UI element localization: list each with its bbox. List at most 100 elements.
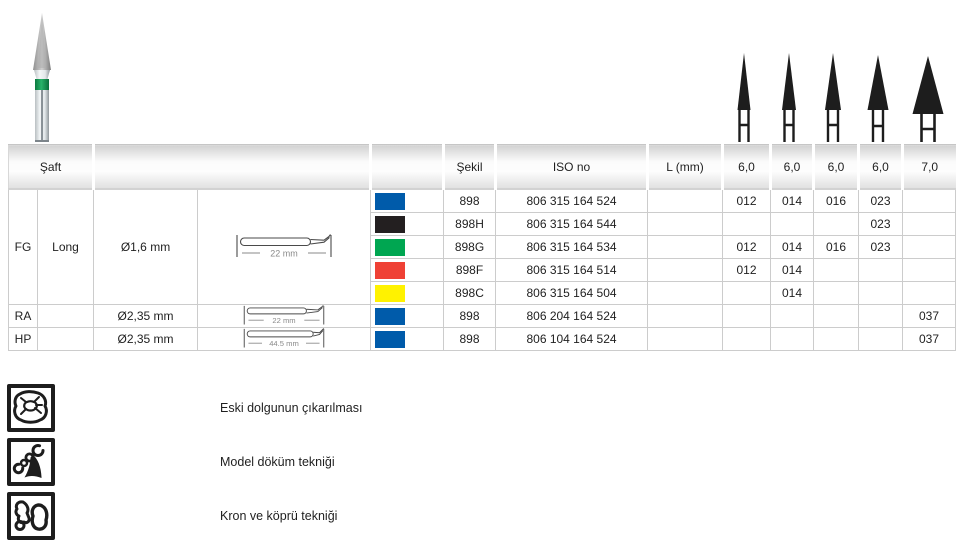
size-cell bbox=[902, 235, 957, 259]
color-swatch bbox=[375, 238, 406, 256]
size-cell bbox=[770, 304, 815, 328]
diameter-cell: Ø2,35 mm bbox=[93, 327, 199, 351]
application-label: Kron ve köprü tekniği bbox=[220, 509, 338, 523]
shape-cell: 898H bbox=[443, 212, 497, 236]
color-swatch bbox=[375, 284, 406, 302]
bur-silhouette bbox=[912, 56, 944, 142]
shank-cell: HP bbox=[8, 327, 38, 351]
size-cell: 023 bbox=[858, 235, 904, 259]
color-cell bbox=[370, 188, 445, 213]
size-cell: 023 bbox=[858, 188, 904, 213]
color-swatch bbox=[375, 330, 406, 348]
iso-cell: 806 315 164 534 bbox=[495, 235, 649, 259]
header-iso: ISO no bbox=[494, 144, 648, 190]
shape-cell: 898F bbox=[443, 258, 497, 282]
color-cell bbox=[370, 304, 445, 328]
crown-bridge-icon bbox=[7, 492, 55, 540]
size-cell: 016 bbox=[813, 188, 860, 213]
size-cell bbox=[722, 304, 772, 328]
l-cell bbox=[647, 188, 724, 213]
size-cell: 037 bbox=[902, 327, 957, 351]
application-item: Eski dolgunun çıkarılması bbox=[7, 384, 567, 432]
size-cell: 014 bbox=[770, 188, 815, 213]
bur-photo-graphic bbox=[33, 13, 51, 142]
color-cell bbox=[370, 281, 445, 305]
color-cell bbox=[370, 235, 445, 259]
diameter-cell: Ø2,35 mm bbox=[93, 304, 199, 328]
shape-cell: 898C bbox=[443, 281, 497, 305]
size-cell bbox=[902, 212, 957, 236]
svg-text:22 mm: 22 mm bbox=[270, 249, 298, 259]
size-cell: 012 bbox=[722, 258, 772, 282]
product-spec-table: Şaft Şekil ISO no L (mm) 6,0 6,0 6,0 6,0… bbox=[7, 144, 957, 351]
size-cell: 014 bbox=[770, 235, 815, 259]
size-cell: 014 bbox=[770, 281, 815, 305]
size-cell bbox=[858, 281, 904, 305]
diameter-cell: Ø1,6 mm bbox=[93, 188, 199, 305]
svg-text:44.5 mm: 44.5 mm bbox=[269, 339, 299, 348]
table-row: HP Ø2,35 mm 44.5 mm 898 806 104 16 bbox=[8, 327, 957, 351]
header-color bbox=[369, 144, 444, 190]
shape-cell: 898 bbox=[443, 304, 497, 328]
table-row: 898C 806 315 164 504 014 bbox=[9, 281, 957, 305]
shaft-drawing-cell: 22 mm bbox=[197, 188, 372, 305]
l-cell bbox=[647, 258, 724, 282]
header-l: L (mm) bbox=[646, 144, 723, 190]
header-size: 6,0 bbox=[812, 144, 859, 190]
bur-silhouette bbox=[737, 53, 751, 142]
iso-cell: 806 204 164 524 bbox=[495, 304, 649, 328]
shank-cell: RA bbox=[8, 304, 38, 328]
iso-cell: 806 104 164 524 bbox=[495, 327, 649, 351]
bur-shape-silhouettes bbox=[720, 52, 958, 143]
size-cell bbox=[858, 304, 904, 328]
shaft-drawing-cell: 44.5 mm bbox=[197, 327, 372, 351]
shank-cell: FG bbox=[8, 188, 38, 305]
size-cell bbox=[722, 327, 772, 351]
size-cell bbox=[813, 327, 860, 351]
size-cell bbox=[813, 212, 860, 236]
shaft-drawing-cell: 22 mm bbox=[197, 304, 372, 328]
size-cell bbox=[813, 258, 860, 282]
model-casting-icon bbox=[7, 438, 55, 486]
table-row: RA Ø2,35 mm 22 mm 898 806 204 164 bbox=[8, 304, 957, 328]
length-cell bbox=[36, 304, 95, 328]
application-item: Kron ve köprü tekniği bbox=[7, 492, 567, 540]
color-cell bbox=[370, 327, 445, 351]
bur-silhouette bbox=[867, 55, 889, 142]
color-cell bbox=[370, 212, 445, 236]
header-size: 7,0 bbox=[901, 144, 956, 190]
color-cell bbox=[370, 258, 445, 282]
size-cell: 023 bbox=[858, 212, 904, 236]
size-cell bbox=[770, 212, 815, 236]
table-row: 898F 806 315 164 514 012 014 bbox=[9, 258, 957, 282]
header-size: 6,0 bbox=[721, 144, 771, 190]
iso-cell: 806 315 164 544 bbox=[495, 212, 649, 236]
size-cell bbox=[770, 327, 815, 351]
size-cell bbox=[902, 258, 957, 282]
size-cell bbox=[722, 212, 772, 236]
table-row: FG Long Ø1,6 mm 22 mm 898 806 315 1 bbox=[8, 188, 957, 305]
svg-text:22 mm: 22 mm bbox=[272, 316, 295, 325]
size-cell: 037 bbox=[902, 304, 957, 328]
header-row: Şaft Şekil ISO no L (mm) 6,0 6,0 6,0 6,0… bbox=[7, 144, 956, 190]
size-cell bbox=[858, 327, 904, 351]
header-size: 6,0 bbox=[857, 144, 903, 190]
color-swatch bbox=[375, 261, 406, 279]
size-cell bbox=[813, 281, 860, 305]
size-cell bbox=[902, 281, 957, 305]
size-cell: 014 bbox=[770, 258, 815, 282]
length-cell: Long bbox=[36, 188, 95, 305]
size-cell: 012 bbox=[722, 235, 772, 259]
size-cell bbox=[813, 304, 860, 328]
header-spacer bbox=[92, 144, 371, 190]
color-swatch bbox=[375, 192, 406, 210]
iso-cell: 806 315 164 504 bbox=[495, 281, 649, 305]
color-swatch bbox=[375, 307, 406, 325]
shaft-drawing: 22 mm bbox=[236, 234, 332, 259]
l-cell bbox=[647, 281, 724, 305]
iso-cell: 806 315 164 524 bbox=[495, 188, 649, 213]
length-cell bbox=[36, 327, 95, 351]
bur-silhouette bbox=[782, 53, 796, 142]
size-cell bbox=[858, 258, 904, 282]
